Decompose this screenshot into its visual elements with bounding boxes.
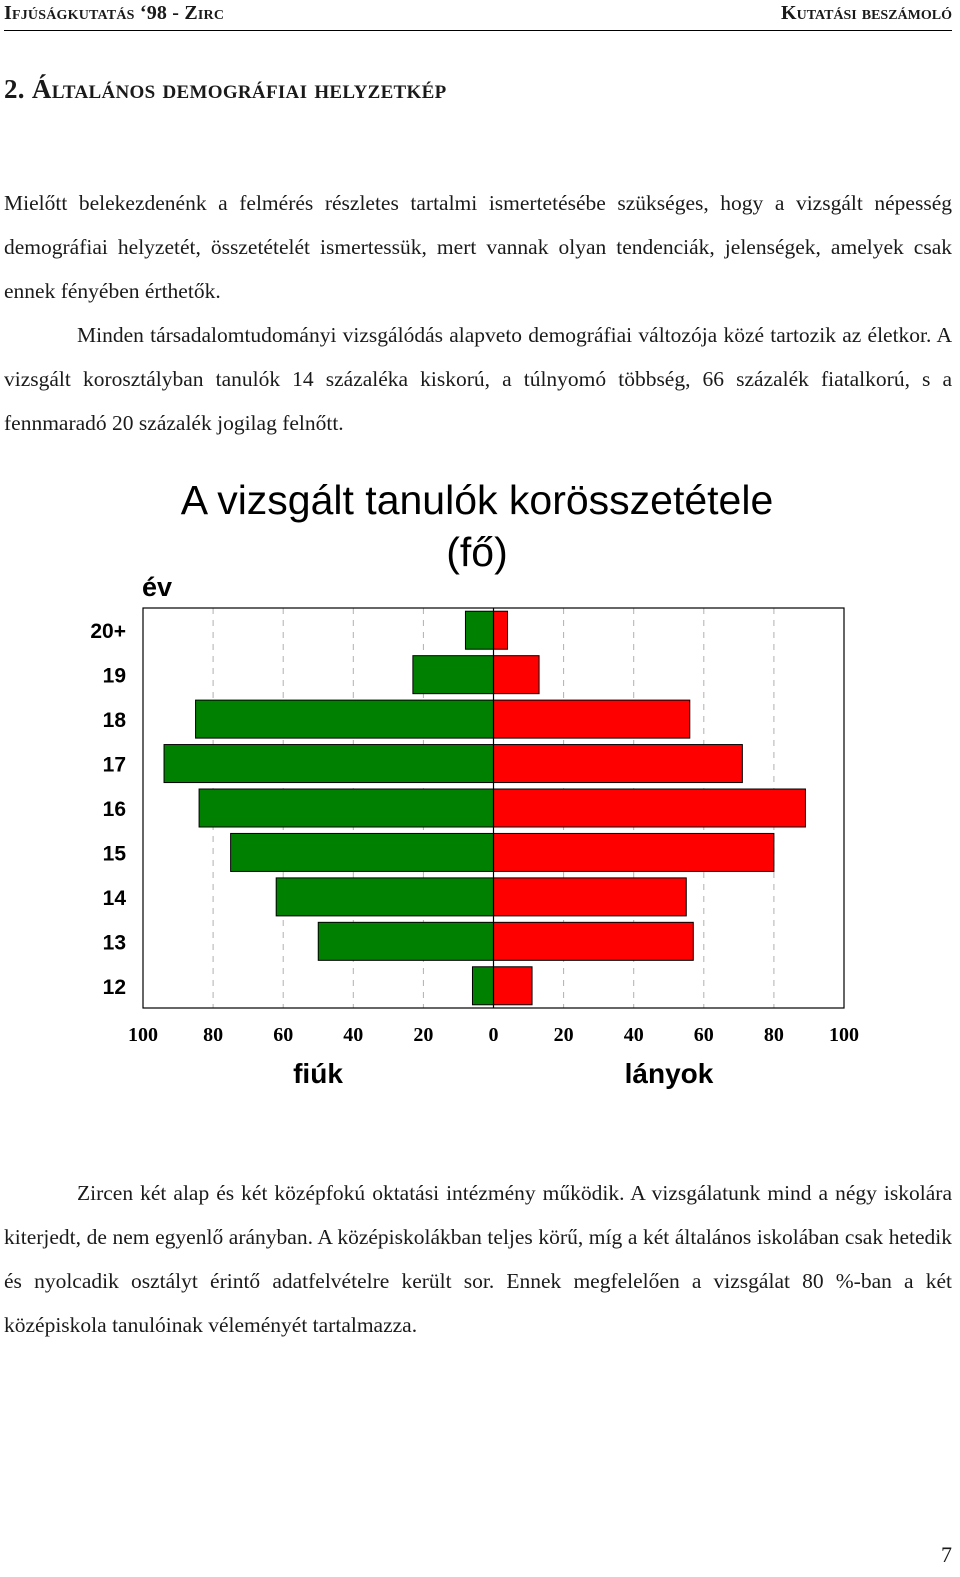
page-number: 7 [941, 1542, 952, 1567]
header-left-title: Ifjúságkutatás ‘98 - Zirc [4, 2, 225, 24]
bar-girls-19 [493, 655, 540, 695]
x-tick-label: 40 [343, 1024, 363, 1046]
bar-girls-20plus [493, 610, 509, 650]
y-tick-label: 20+ [90, 620, 126, 643]
x-tick-label: 60 [273, 1024, 293, 1046]
paragraph-intro: Mielőtt belekezdenénk a felmérés részlet… [4, 191, 952, 303]
x-tick-label: 20 [413, 1024, 433, 1046]
x-tick-label: 100 [128, 1024, 158, 1046]
y-tick-label: 18 [103, 709, 127, 732]
chart-title-line1: A vizsgált tanulók korösszetétele [181, 477, 774, 523]
bar-girls-17 [493, 744, 743, 784]
section-title: 2. Általános demográfiai helyzetkép [4, 74, 447, 104]
bar-boys-17 [163, 744, 494, 784]
bar-boys-18 [195, 699, 494, 739]
bar-boys-13 [317, 921, 494, 961]
paragraph-age: Minden társadalomtudományi vizsgálódás a… [4, 323, 952, 435]
y-tick-label: 12 [103, 976, 126, 999]
chart-title-line2: (fő) [446, 529, 508, 575]
y-tick-label: 15 [103, 842, 127, 865]
bar-girls-13 [493, 921, 694, 961]
bar-boys-15 [230, 832, 494, 872]
age-pyramid-chart: A vizsgált tanulók korösszetétele (fő) é… [90, 477, 859, 1089]
bars-group [163, 610, 806, 1006]
y-axis-label: év [142, 572, 172, 602]
bar-boys-19 [412, 655, 495, 695]
x-tick-label: 60 [694, 1024, 714, 1046]
x-tick-label: 0 [489, 1024, 499, 1046]
group-label-boys: fiúk [293, 1058, 343, 1089]
bar-girls-18 [493, 699, 691, 739]
bar-girls-15 [493, 832, 775, 872]
header-right-title: Kutatási beszámoló [781, 2, 952, 24]
bar-girls-12 [493, 966, 533, 1006]
x-tick-label: 20 [554, 1024, 574, 1046]
y-tick-label: 19 [103, 665, 126, 688]
bar-boys-20plus [464, 610, 494, 650]
x-tick-labels: 100 80 60 40 20 0 20 40 60 80 100 [128, 1024, 859, 1046]
bar-boys-16 [198, 788, 495, 828]
x-tick-label: 40 [624, 1024, 644, 1046]
page-header: Ifjúságkutatás ‘98 - Zirc Kutatási beszá… [4, 0, 952, 31]
paragraph-schools: Zircen két alap és két középfokú oktatás… [4, 1181, 952, 1337]
bar-boys-14 [275, 877, 494, 917]
group-label-girls: lányok [625, 1058, 714, 1089]
y-tick-labels: 20+ 19 18 17 16 15 14 13 12 [90, 620, 126, 999]
y-tick-label: 13 [103, 931, 126, 954]
y-tick-label: 16 [103, 798, 126, 821]
bar-boys-12 [471, 966, 495, 1006]
bar-girls-14 [493, 877, 687, 917]
x-tick-label: 80 [203, 1024, 223, 1046]
y-tick-label: 17 [103, 754, 126, 777]
bar-girls-16 [493, 788, 806, 828]
y-tick-label: 14 [103, 887, 127, 910]
x-tick-label: 100 [829, 1024, 859, 1046]
x-tick-label: 80 [764, 1024, 784, 1046]
